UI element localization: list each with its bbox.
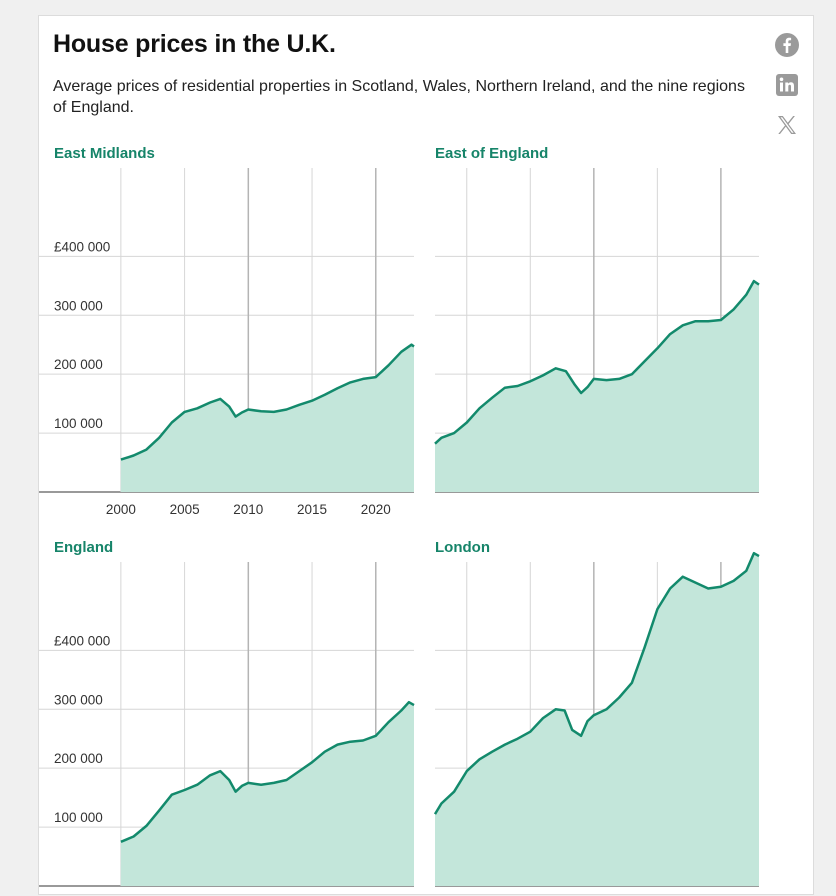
panel-title: England — [54, 539, 113, 556]
series-line — [120, 343, 415, 461]
x-tick-label: 2000 — [106, 502, 136, 517]
chart-card: House prices in the U.K. Average prices … — [38, 15, 814, 895]
linkedin-icon[interactable] — [775, 73, 799, 97]
page-title: House prices in the U.K. — [53, 30, 336, 58]
small-multiples-charts: East Midlands 100 000 200 000 300 000 £400 0… — [39, 145, 760, 887]
panel-title: London — [435, 539, 490, 556]
x-tick-label: 2005 — [170, 502, 200, 517]
series-line — [433, 551, 760, 815]
y-tick-label: 200 000 — [54, 357, 103, 372]
y-tick-label: 300 000 — [54, 692, 103, 707]
series-area — [435, 553, 759, 886]
y-tick-label: 100 000 — [54, 810, 103, 825]
series-line — [120, 700, 415, 843]
panel-title: East of England — [435, 145, 548, 162]
y-tick-label: 200 000 — [54, 751, 103, 766]
page-subtitle: Average prices of residential properties… — [53, 78, 745, 116]
x-icon[interactable] — [775, 113, 799, 137]
x-tick-label: 2020 — [361, 502, 391, 517]
x-tick-label: 2015 — [297, 502, 327, 517]
x-tick-label: 2010 — [233, 502, 263, 517]
y-tick-label: 300 000 — [54, 298, 103, 313]
y-tick-label: 100 000 — [54, 416, 103, 431]
y-tick-label: £400 000 — [54, 633, 110, 648]
series-area — [120, 344, 415, 492]
series-area — [435, 281, 759, 492]
series-line — [434, 279, 760, 445]
series-area — [120, 702, 415, 886]
y-tick-label: £400 000 — [54, 239, 110, 254]
facebook-icon[interactable] — [775, 33, 799, 57]
panel-title: East Midlands — [54, 145, 155, 162]
